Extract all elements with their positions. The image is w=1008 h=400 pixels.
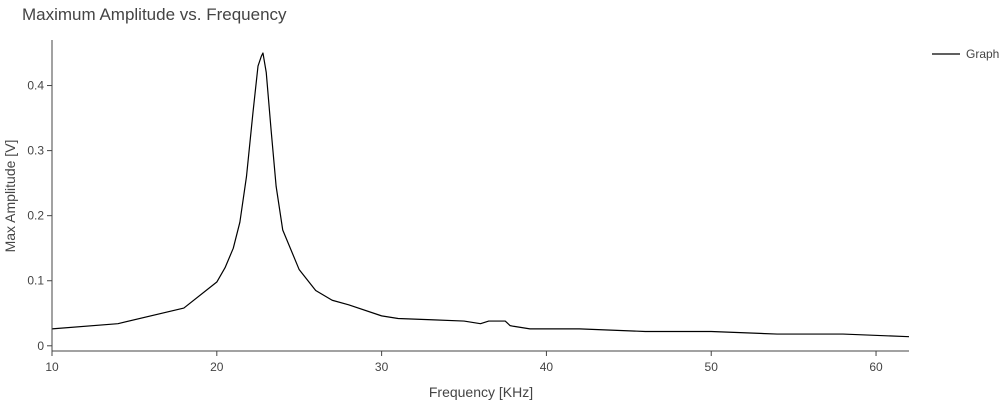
- y-tick-label: 0.2: [27, 209, 44, 223]
- y-tick-label: 0.1: [27, 274, 44, 288]
- y-tick-label: 0: [37, 339, 44, 353]
- series-line-graph[interactable]: [51, 52, 910, 338]
- chart-title: Maximum Amplitude vs. Frequency: [22, 5, 287, 24]
- x-tick-label: 30: [375, 360, 389, 374]
- plot-area: [51, 52, 910, 338]
- y-tick-label: 0.3: [27, 144, 44, 158]
- y-tick-label: 0.4: [27, 79, 44, 93]
- legend[interactable]: Graph: [932, 47, 999, 61]
- x-axis-label: Frequency [KHz]: [429, 384, 533, 400]
- x-tick-label: 10: [45, 360, 59, 374]
- x-tick-label: 50: [705, 360, 719, 374]
- y-axis-label: Max Amplitude [V]: [2, 140, 18, 253]
- x-tick-label: 60: [869, 360, 883, 374]
- x-tick-label: 20: [210, 360, 224, 374]
- y-axis: 0 0.1 0.2 0.3 0.4: [27, 40, 53, 353]
- legend-label: Graph: [966, 47, 999, 61]
- x-axis: 10 20 30 40 50 60: [45, 350, 909, 374]
- x-tick-label: 40: [540, 360, 554, 374]
